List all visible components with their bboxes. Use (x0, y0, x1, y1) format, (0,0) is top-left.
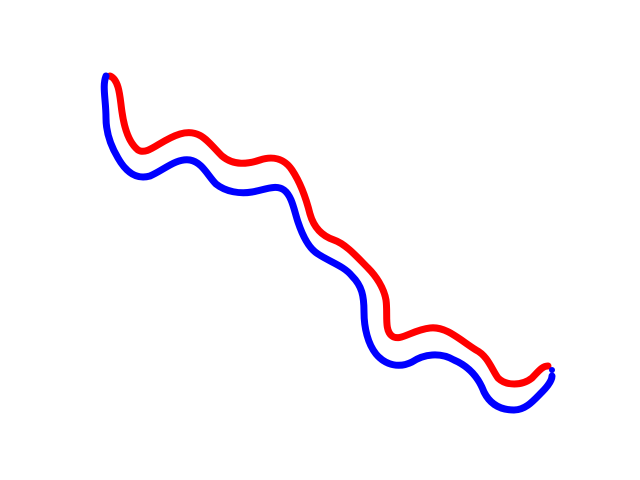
blue-end-dot (549, 367, 555, 373)
red-path (106, 72, 552, 388)
blue-path (100, 72, 556, 414)
